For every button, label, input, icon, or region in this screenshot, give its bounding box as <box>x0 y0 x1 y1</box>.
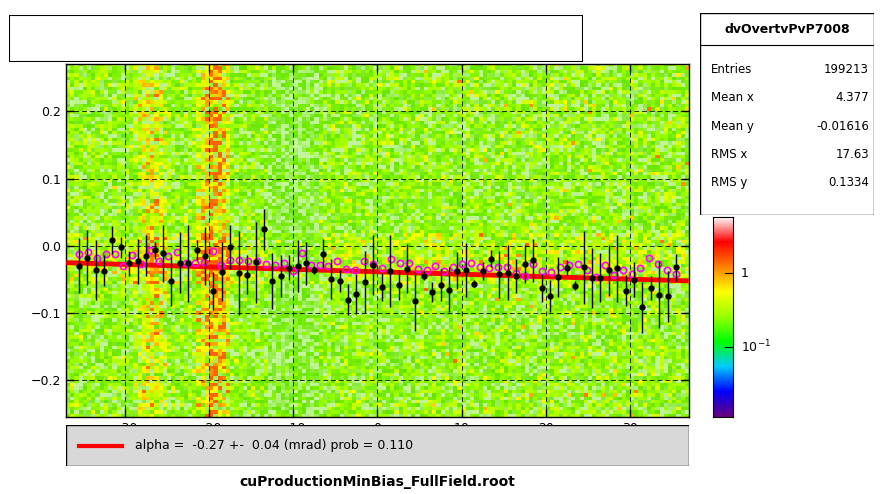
Text: Mean x: Mean x <box>711 91 753 105</box>
Text: 4.377: 4.377 <box>835 91 869 105</box>
Text: Mean y: Mean y <box>711 120 753 133</box>
Text: RMS x: RMS x <box>711 148 747 161</box>
Text: RMS y: RMS y <box>711 176 747 189</box>
Text: <(v - vP)/tvP> versus   vP => alpha for barrel 4, layer 7 ladder 8, all wafers: <(v - vP)/tvP> versus vP => alpha for ba… <box>18 32 584 45</box>
Text: 1: 1 <box>741 267 749 280</box>
Text: -0.01616: -0.01616 <box>816 120 869 133</box>
Text: 199213: 199213 <box>824 63 869 76</box>
Text: cuProductionMinBias_FullField.root: cuProductionMinBias_FullField.root <box>239 475 515 489</box>
Text: Entries: Entries <box>711 63 752 76</box>
Text: alpha =  -0.27 +-  0.04 (mrad) prob = 0.110: alpha = -0.27 +- 0.04 (mrad) prob = 0.11… <box>135 439 413 452</box>
Text: dvOvertvPvP7008: dvOvertvPvP7008 <box>724 23 850 36</box>
Text: 17.63: 17.63 <box>835 148 869 161</box>
Text: 0.1334: 0.1334 <box>828 176 869 189</box>
Text: $10^{-1}$: $10^{-1}$ <box>741 339 771 356</box>
